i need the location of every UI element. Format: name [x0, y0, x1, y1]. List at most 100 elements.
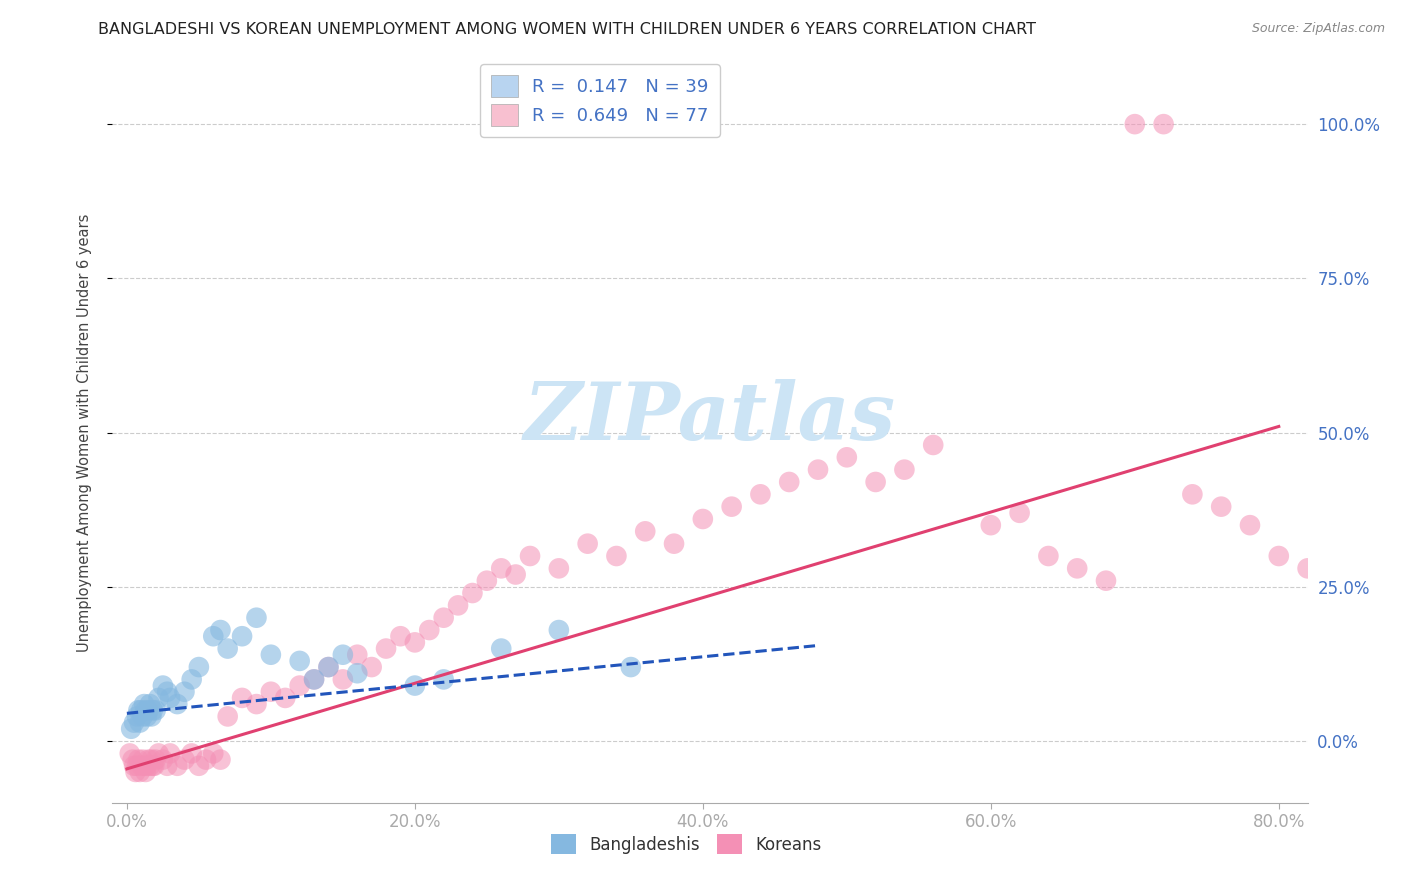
- Point: [865, 475, 887, 489]
- Point: [260, 685, 283, 699]
- Point: [202, 747, 225, 761]
- Point: [141, 753, 163, 767]
- Point: [318, 660, 340, 674]
- Point: [433, 673, 456, 687]
- Point: [122, 715, 145, 730]
- Text: BANGLADESHI VS KOREAN UNEMPLOYMENT AMONG WOMEN WITH CHILDREN UNDER 6 YEARS CORRE: BANGLADESHI VS KOREAN UNEMPLOYMENT AMONG…: [98, 22, 1036, 37]
- Point: [145, 703, 167, 717]
- Point: [166, 697, 188, 711]
- Point: [159, 747, 181, 761]
- Point: [173, 685, 195, 699]
- Point: [576, 536, 599, 550]
- Point: [134, 758, 156, 772]
- Point: [491, 561, 513, 575]
- Point: [187, 660, 209, 674]
- Point: [156, 758, 179, 772]
- Point: [124, 764, 146, 779]
- Point: [605, 549, 627, 563]
- Point: [138, 703, 160, 717]
- Point: [288, 654, 311, 668]
- Point: [807, 462, 830, 476]
- Point: [136, 758, 159, 772]
- Point: [145, 753, 167, 767]
- Point: [461, 586, 484, 600]
- Point: [318, 660, 340, 674]
- Point: [404, 679, 426, 693]
- Point: [404, 635, 426, 649]
- Point: [152, 679, 174, 693]
- Point: [142, 703, 165, 717]
- Point: [778, 475, 800, 489]
- Y-axis label: Unemployment Among Women with Children Under 6 years: Unemployment Among Women with Children U…: [77, 213, 91, 652]
- Point: [128, 715, 150, 730]
- Point: [332, 648, 354, 662]
- Point: [217, 709, 239, 723]
- Point: [135, 703, 157, 717]
- Point: [375, 641, 398, 656]
- Point: [1153, 117, 1175, 131]
- Point: [302, 673, 325, 687]
- Point: [346, 648, 368, 662]
- Point: [893, 462, 915, 476]
- Point: [1123, 117, 1146, 131]
- Point: [209, 753, 232, 767]
- Point: [139, 697, 162, 711]
- Point: [148, 690, 170, 705]
- Point: [231, 690, 253, 705]
- Point: [132, 753, 155, 767]
- Point: [148, 747, 170, 761]
- Point: [142, 758, 165, 772]
- Point: [922, 438, 945, 452]
- Point: [195, 753, 218, 767]
- Point: [122, 758, 145, 772]
- Point: [245, 697, 267, 711]
- Point: [274, 690, 297, 705]
- Point: [143, 758, 166, 772]
- Point: [1066, 561, 1088, 575]
- Point: [159, 690, 181, 705]
- Point: [288, 679, 311, 693]
- Point: [620, 660, 643, 674]
- Point: [180, 673, 202, 687]
- Point: [152, 753, 174, 767]
- Point: [120, 722, 142, 736]
- Point: [749, 487, 772, 501]
- Point: [202, 629, 225, 643]
- Point: [475, 574, 498, 588]
- Point: [132, 709, 155, 723]
- Point: [1239, 518, 1261, 533]
- Legend: Bangladeshis, Koreans: Bangladeshis, Koreans: [544, 828, 828, 861]
- Point: [1181, 487, 1204, 501]
- Point: [121, 753, 143, 767]
- Point: [141, 709, 163, 723]
- Point: [389, 629, 412, 643]
- Point: [835, 450, 858, 465]
- Point: [634, 524, 657, 539]
- Point: [127, 753, 149, 767]
- Point: [1296, 561, 1319, 575]
- Point: [260, 648, 283, 662]
- Point: [346, 666, 368, 681]
- Point: [128, 764, 150, 779]
- Point: [491, 641, 513, 656]
- Text: Source: ZipAtlas.com: Source: ZipAtlas.com: [1251, 22, 1385, 36]
- Point: [547, 623, 569, 637]
- Point: [125, 709, 148, 723]
- Point: [139, 758, 162, 772]
- Point: [138, 753, 160, 767]
- Point: [447, 599, 470, 613]
- Point: [720, 500, 742, 514]
- Point: [156, 685, 179, 699]
- Point: [231, 629, 253, 643]
- Point: [547, 561, 569, 575]
- Point: [302, 673, 325, 687]
- Point: [118, 747, 141, 761]
- Point: [129, 703, 152, 717]
- Point: [1268, 549, 1291, 563]
- Point: [209, 623, 232, 637]
- Point: [505, 567, 527, 582]
- Point: [519, 549, 541, 563]
- Point: [245, 611, 267, 625]
- Point: [1211, 500, 1233, 514]
- Point: [173, 753, 195, 767]
